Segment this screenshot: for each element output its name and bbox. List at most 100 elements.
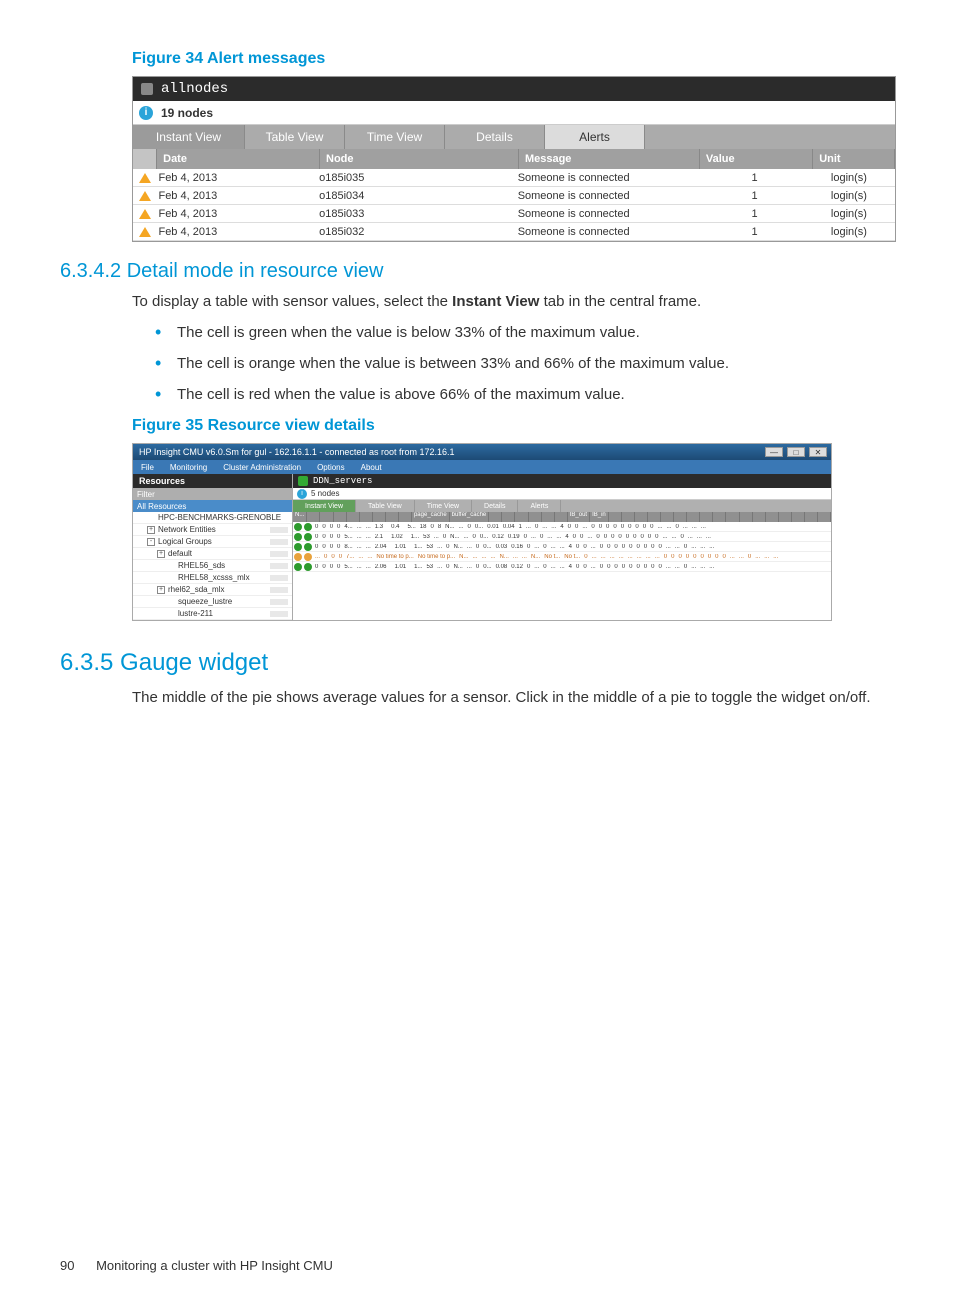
all-resources-row[interactable]: All Resources [133, 500, 292, 512]
status-icon [294, 533, 302, 541]
grid-cell: ... [462, 534, 471, 540]
grid-row[interactable]: 00005.........2.061.011...53...0N......0… [293, 562, 831, 572]
table-row[interactable]: Feb 4, 2013o185i032Someone is connected1… [133, 223, 895, 241]
grid-col-header[interactable] [700, 512, 713, 522]
tab2-table[interactable]: Table View [356, 500, 415, 512]
grid-col-header[interactable] [555, 512, 568, 522]
tree-item[interactable]: squeeze_lustre [133, 596, 292, 608]
tree-bar [270, 599, 288, 605]
grid-row[interactable]: ...0007.........No time to p...No time t… [293, 552, 831, 562]
grid-col-header[interactable] [726, 512, 739, 522]
grid-row[interactable]: 00004.........1.30.45...1808N......00...… [293, 522, 831, 532]
grid-col-header[interactable] [661, 512, 674, 522]
table-row[interactable]: Feb 4, 2013o185i034Someone is connected1… [133, 187, 895, 205]
grid-row[interactable]: 00005.........2.11.021...53...0N......00… [293, 532, 831, 542]
col-date[interactable]: Date [157, 149, 320, 169]
grid-col-header[interactable] [818, 512, 831, 522]
grid-col-header[interactable] [386, 512, 399, 522]
grid-col-header[interactable] [320, 512, 333, 522]
tab-details[interactable]: Details [445, 125, 545, 149]
expand-icon[interactable]: + [157, 586, 165, 594]
status-icon [304, 543, 312, 551]
expand-icon[interactable]: + [147, 526, 155, 534]
table-row[interactable]: Feb 4, 2013o185i035Someone is connected1… [133, 169, 895, 187]
menu-monitoring[interactable]: Monitoring [162, 463, 215, 472]
tab2-details[interactable]: Details [472, 500, 518, 512]
tab-alerts[interactable]: Alerts [545, 125, 645, 149]
grid-col-header[interactable] [687, 512, 700, 522]
grid-col-header[interactable] [360, 512, 373, 522]
grid-cell: 0.19 [506, 534, 522, 540]
tab2-time[interactable]: Time View [415, 500, 472, 512]
grid-col-header[interactable]: IB_in [590, 512, 609, 522]
expand-icon[interactable]: + [157, 550, 165, 558]
grid-col-header[interactable] [805, 512, 818, 522]
grid-col-header[interactable] [766, 512, 779, 522]
grid-col-header[interactable]: IB_out [568, 512, 590, 522]
tree-item[interactable]: HPC-BENCHMARKS-GRENOBLE [133, 512, 292, 524]
grid-col-header[interactable] [740, 512, 753, 522]
grid-col-header[interactable] [502, 512, 515, 522]
maximize-icon[interactable]: □ [787, 447, 805, 457]
tab-table-view[interactable]: Table View [245, 125, 345, 149]
grid-cell: ... [617, 554, 626, 560]
menu-file[interactable]: File [133, 463, 162, 472]
col-node[interactable]: Node [320, 149, 519, 169]
grid-col-header[interactable] [622, 512, 635, 522]
tab2-alerts[interactable]: Alerts [518, 500, 561, 512]
table-row[interactable]: Feb 4, 2013o185i033Someone is connected1… [133, 205, 895, 223]
grid-cell: 0 [525, 564, 532, 570]
expand-icon[interactable]: - [147, 538, 155, 546]
tree-item[interactable]: +default [133, 548, 292, 560]
grid-cell: 0 [541, 544, 548, 550]
grid-col-header[interactable] [489, 512, 502, 522]
tab2-instant[interactable]: Instant View [293, 500, 356, 512]
grid-cell: ... [432, 534, 441, 540]
grid-cell: 0 [474, 564, 481, 570]
filter-row[interactable]: Filter [133, 488, 292, 500]
grid-cell: ... [644, 554, 653, 560]
minimize-icon[interactable]: — [765, 447, 783, 457]
menu-cluster-admin[interactable]: Cluster Administration [215, 463, 309, 472]
grid-col-header[interactable] [609, 512, 622, 522]
col-unit[interactable]: Unit [813, 149, 895, 169]
grid-col-header[interactable]: page_cache [412, 512, 450, 522]
grid-cell: 0 [611, 524, 618, 530]
grid-col-header[interactable] [674, 512, 687, 522]
grid-col-header[interactable] [334, 512, 347, 522]
grid-col-header[interactable] [779, 512, 792, 522]
grid-col-header[interactable]: buffer_cache [450, 512, 490, 522]
col-message[interactable]: Message [519, 149, 700, 169]
grid-col-header[interactable]: N... [293, 512, 307, 522]
menu-options[interactable]: Options [309, 463, 353, 472]
tree-item[interactable]: +Network Entities [133, 524, 292, 536]
server-icon [298, 476, 308, 486]
grid-col-header[interactable] [399, 512, 412, 522]
grid-col-header[interactable] [529, 512, 542, 522]
grid-col-header[interactable] [635, 512, 648, 522]
tree-item[interactable]: RHEL58_xcsss_mlx [133, 572, 292, 584]
tab-time-view[interactable]: Time View [345, 125, 445, 149]
tree-item[interactable]: -Logical Groups [133, 536, 292, 548]
tree-item[interactable]: RHEL56_sds [133, 560, 292, 572]
grid-cell: ... [524, 524, 533, 530]
close-icon[interactable]: ✕ [809, 447, 827, 457]
grid-cell: 0 [641, 524, 648, 530]
grid-col-header[interactable] [307, 512, 320, 522]
tab-instant-view[interactable]: Instant View [133, 125, 245, 149]
tree-item[interactable]: +rhel62_sda_mlx [133, 584, 292, 596]
grid-cell: ... [545, 534, 554, 540]
tree-item[interactable]: lustre-211 [133, 608, 292, 620]
grid-col-header[interactable] [648, 512, 661, 522]
grid-row[interactable]: 00008.........2.041.011...53...0N......0… [293, 542, 831, 552]
grid-col-header[interactable] [373, 512, 386, 522]
grid-cell: 0.16 [509, 544, 525, 550]
grid-col-header[interactable] [542, 512, 555, 522]
grid-col-header[interactable] [347, 512, 360, 522]
menu-about[interactable]: About [353, 463, 390, 472]
grid-col-header[interactable] [753, 512, 766, 522]
col-value[interactable]: Value [700, 149, 813, 169]
grid-col-header[interactable] [515, 512, 528, 522]
grid-col-header[interactable] [792, 512, 805, 522]
grid-col-header[interactable] [713, 512, 726, 522]
